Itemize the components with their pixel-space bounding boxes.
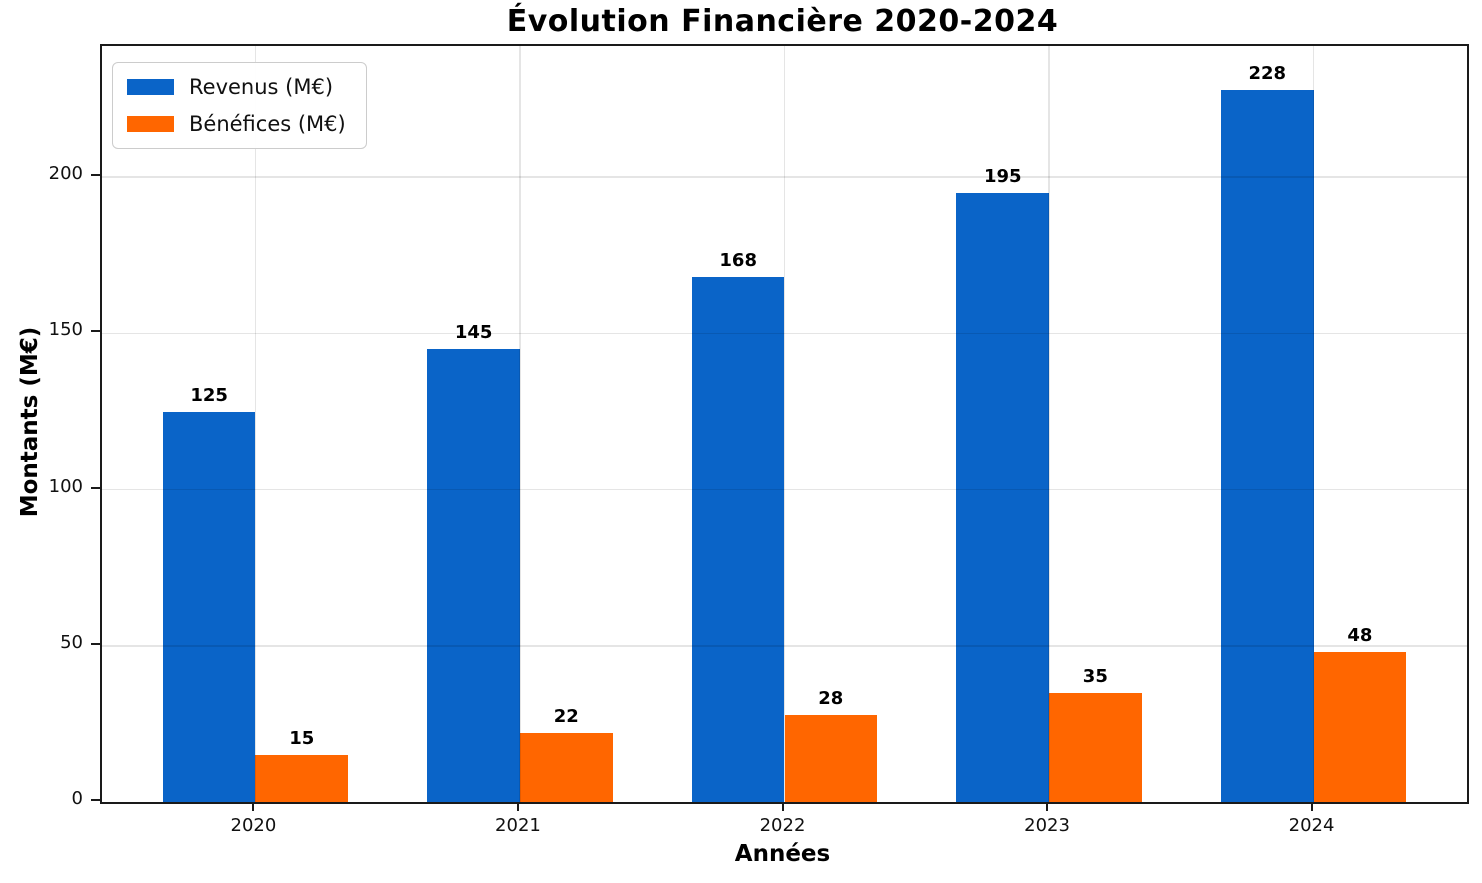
bar-value-revenus-2022: 168: [719, 250, 757, 272]
bar-benefices-2022: [784, 714, 878, 802]
x-axis-label: Années: [734, 841, 831, 867]
chart-title: Évolution Financière 2020-2024: [506, 4, 1059, 39]
x-tick-2021: [516, 802, 519, 811]
legend-swatch-benefices: [127, 116, 174, 132]
legend: Revenus (M€) Bénéfices (M€): [112, 62, 367, 149]
x-tick-label-2024: 2024: [1288, 815, 1335, 836]
x-tick-label-2022: 2022: [759, 815, 806, 836]
bar-value-benefices-2024: 48: [1347, 625, 1373, 647]
bar-revenus-2021: [427, 349, 520, 802]
x-tick-label-2021: 2021: [495, 815, 541, 836]
x-tick-label-2020: 2020: [230, 815, 277, 836]
y-tick-label-150: 150: [48, 319, 83, 341]
y-tick-200: [91, 174, 100, 177]
x-tick-2020: [252, 802, 255, 811]
bar-benefices-2020: [255, 755, 348, 802]
bar-value-benefices-2021: 22: [553, 706, 579, 728]
gridline-y-100: [102, 488, 1467, 491]
y-tick-label-100: 100: [48, 475, 83, 497]
x-tick-label-2023: 2023: [1024, 815, 1070, 836]
plot-area: 125 145 168 195 228 15 22 28 35 48: [100, 44, 1469, 804]
x-tick-2024: [1310, 802, 1313, 811]
y-tick-label-200: 200: [48, 163, 83, 185]
y-tick-100: [91, 486, 100, 489]
y-tick-0: [91, 799, 100, 801]
y-tick-50: [91, 642, 100, 645]
bar-revenus-2020: [162, 411, 256, 802]
y-tick-150: [91, 330, 100, 333]
bar-benefices-2023: [1049, 692, 1142, 802]
y-tick-label-0: 0: [71, 788, 83, 809]
gridline-x-2022: [783, 46, 786, 802]
x-tick-2023: [1046, 802, 1049, 811]
gridline-y-200: [102, 176, 1467, 178]
bar-revenus-2022: [691, 277, 785, 802]
gridline-x-2024: [1312, 46, 1315, 802]
bar-benefices-2024: [1313, 652, 1407, 802]
bar-revenus-2023: [956, 192, 1050, 802]
bar-value-benefices-2020: 15: [289, 728, 315, 750]
bar-value-benefices-2023: 35: [1082, 665, 1108, 687]
x-tick-2022: [781, 802, 784, 811]
legend-label-benefices: Bénéfices (M€): [189, 112, 346, 136]
bar-value-revenus-2021: 145: [454, 322, 493, 344]
bar-value-benefices-2022: 28: [818, 687, 844, 709]
gridline-y-50: [102, 645, 1467, 647]
legend-label-revenus: Revenus (M€): [189, 75, 334, 99]
bar-value-revenus-2023: 195: [983, 165, 1022, 187]
gridline-x-2023: [1048, 46, 1050, 802]
bar-revenus-2024: [1220, 89, 1314, 802]
bar-benefices-2021: [519, 733, 613, 802]
y-tick-label-50: 50: [60, 631, 83, 653]
gridline-x-2020: [254, 46, 257, 802]
legend-item-benefices: Bénéfices (M€): [127, 112, 346, 136]
bar-value-revenus-2024: 228: [1248, 62, 1287, 84]
legend-swatch-revenus: [127, 79, 174, 95]
bar-value-revenus-2020: 125: [190, 384, 228, 406]
gridline-x-2021: [519, 46, 521, 802]
gridline-y-150: [102, 332, 1467, 335]
legend-item-revenus: Revenus (M€): [127, 75, 346, 99]
